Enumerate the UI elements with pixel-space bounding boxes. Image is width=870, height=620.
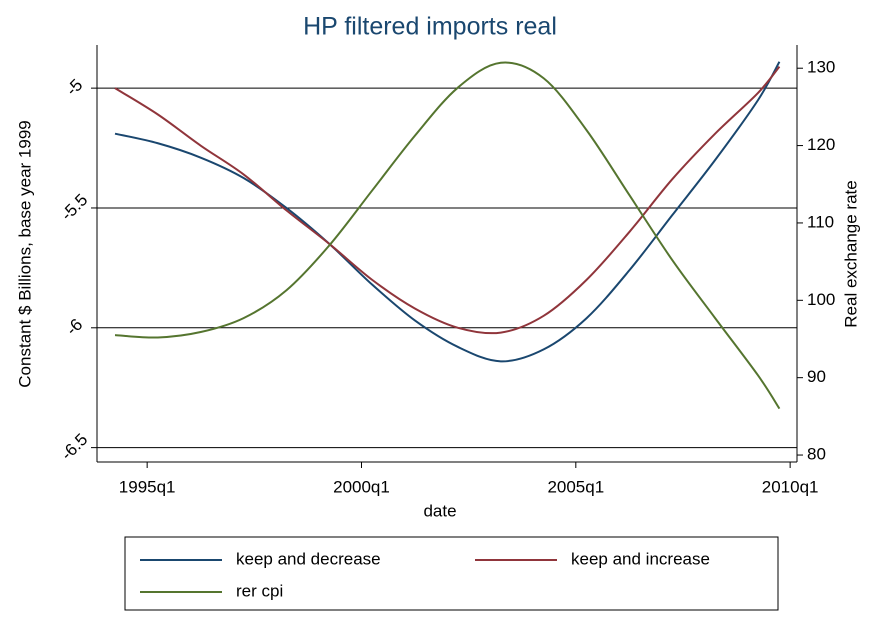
x-axis-label: date	[423, 501, 456, 520]
line-series	[114, 65, 781, 335]
y2-tick-label: 90	[807, 367, 826, 386]
y2-tick-label: 120	[807, 135, 835, 154]
legend-label: keep and decrease	[236, 549, 381, 568]
legend-label: keep and increase	[571, 549, 710, 568]
legend-box	[124, 536, 779, 611]
x-tick-label: 2000q1	[333, 477, 390, 496]
y2-tick-label: 110	[807, 212, 834, 231]
line-series	[114, 61, 781, 363]
line-series	[114, 61, 781, 410]
x-tick-label: 1995q1	[119, 477, 176, 496]
y2-axis-label: Real exchange rate	[841, 180, 860, 327]
chart-title: HP filtered imports real	[303, 13, 557, 41]
y2-tick-label: 100	[807, 290, 835, 309]
x-tick-label: 2010q1	[762, 477, 819, 496]
x-tick-label: 2005q1	[547, 477, 604, 496]
y2-tick-label: 80	[807, 445, 826, 464]
y2-tick-label: 130	[807, 58, 835, 77]
legend-label: rer cpi	[236, 581, 283, 600]
y-axis-label: Constant $ Billions, base year 1999	[15, 120, 34, 387]
